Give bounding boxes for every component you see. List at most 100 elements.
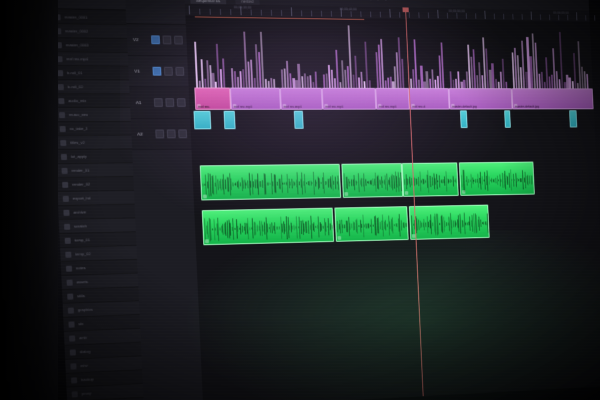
ruler-tick — [290, 7, 293, 16]
clip-thumbnail-column — [314, 71, 318, 88]
playhead-handle[interactable] — [402, 7, 409, 13]
transition-clip[interactable] — [193, 110, 212, 130]
audio-clip[interactable]: audio_06 — [334, 206, 409, 242]
track-header-a2[interactable]: A2 — [130, 118, 192, 151]
project-item-label: assets — [76, 279, 89, 285]
transition-clip[interactable] — [459, 110, 468, 129]
video-clip[interactable]: mxf rec.mp4 — [375, 87, 410, 110]
ruler-tick — [585, 15, 587, 21]
track-header-rows[interactable]: V2 V1 A1 A2 — [126, 24, 192, 151]
ruler-label: 00;05;30;00 — [233, 5, 252, 10]
color-swatch — [71, 390, 78, 398]
sync-icon[interactable] — [175, 66, 185, 76]
video-clip[interactable]: master-default.jpg — [448, 88, 513, 110]
transition-clip[interactable] — [223, 110, 236, 130]
project-item[interactable]: titles_v2 — [55, 135, 133, 151]
audio-clip[interactable]: audio_07 — [408, 204, 490, 240]
color-swatch — [65, 265, 73, 272]
project-item[interactable]: render_01 — [56, 163, 134, 179]
solo-icon[interactable] — [165, 98, 175, 107]
lock-icon[interactable] — [163, 66, 173, 76]
project-item[interactable]: export_hd — [57, 190, 135, 206]
color-swatch — [62, 181, 69, 188]
video-clip[interactable]: mxf rec.mp4 — [321, 87, 377, 110]
clip-label: mxf rec. — [197, 104, 211, 109]
color-swatch — [63, 209, 70, 216]
project-item-label: graphics — [77, 306, 93, 313]
project-item[interactable]: render_02 — [56, 176, 134, 193]
video-clip[interactable]: mxf rec.mp4 — [229, 87, 281, 110]
rec-icon[interactable] — [178, 129, 188, 139]
project-item[interactable]: master_0001 — [49, 10, 127, 26]
project-item[interactable]: b-roll_01 — [51, 66, 129, 81]
ruler-tick — [188, 5, 191, 15]
clip-thumbnail-column — [472, 49, 477, 89]
color-swatch — [63, 223, 71, 230]
ruler-tick — [567, 14, 569, 21]
video-clip[interactable]: mxf rec. — [194, 87, 232, 110]
ruler-tick — [270, 9, 273, 16]
track-name-label: V2 — [132, 37, 139, 43]
transition-clip[interactable] — [293, 110, 304, 129]
project-item[interactable]: mxf rec.mp4 — [51, 52, 129, 67]
ruler-tick — [311, 10, 313, 17]
track-v1[interactable] — [190, 108, 596, 153]
project-item-label: render_01 — [71, 167, 90, 173]
audio-clip[interactable]: audio_04 — [458, 161, 535, 196]
project-item-label: mxf rec.mp4 — [66, 56, 89, 62]
project-item[interactable]: b-roll_02 — [52, 80, 130, 95]
ruler-tick — [199, 8, 201, 15]
track-name-label: A2 — [137, 131, 143, 137]
lock-icon[interactable] — [162, 35, 172, 45]
ruler-tick — [594, 15, 596, 21]
ruler-tick — [512, 13, 514, 20]
timeline-canvas[interactable]: mxf rec. mxf rec.mp4 mxf rec.mp4 mxf rec.mp… — [185, 15, 600, 400]
video-clip[interactable]: mxf rec.d — [408, 88, 450, 110]
rec-icon[interactable] — [176, 98, 186, 107]
track-header-v1[interactable]: V1 — [127, 55, 189, 88]
color-swatch — [57, 83, 64, 90]
clip-label: mxf rec.mp4 — [325, 104, 344, 109]
track-header-a1[interactable]: A1 — [129, 87, 191, 119]
color-swatch — [69, 334, 76, 342]
track-header-v2[interactable]: V2 — [126, 24, 188, 57]
mute-icon[interactable] — [155, 129, 165, 139]
audio-clip[interactable]: audio_02 — [341, 163, 404, 198]
track-a2[interactable]: audio_05audio_06audio_07 — [194, 199, 599, 250]
transition-clip[interactable] — [504, 110, 511, 128]
audio-clip[interactable]: audio_01 — [199, 163, 342, 201]
video-clip[interactable]: mxf rec.mp4 — [279, 87, 323, 110]
mute-icon[interactable] — [153, 98, 163, 107]
ruler-tick — [399, 12, 401, 18]
solo-icon[interactable] — [166, 129, 176, 139]
project-item-label: lut_apply — [70, 153, 87, 159]
clip-thumbnail-column — [420, 65, 424, 89]
project-item[interactable]: music_bed — [53, 108, 131, 123]
project-item[interactable]: lut_apply — [55, 149, 133, 165]
video-editor-window: Project: edit master_0001 master_0002mast… — [48, 0, 600, 400]
sync-icon[interactable] — [173, 35, 183, 45]
project-item[interactable]: audio_mix — [53, 94, 131, 109]
ruler-tick — [219, 9, 222, 15]
project-item[interactable]: master_0002 — [49, 24, 128, 40]
audio-waveform — [460, 168, 534, 193]
project-item-label: temp_02 — [75, 251, 91, 257]
audio-waveform — [343, 170, 403, 195]
project-item-label: amb — [78, 334, 87, 341]
eye-icon[interactable] — [152, 66, 162, 76]
audio-clip[interactable]: audio_05 — [201, 207, 335, 246]
ruler-tick — [330, 10, 333, 17]
project-item[interactable]: proxy — [66, 383, 144, 400]
project-item[interactable]: master_0003 — [50, 38, 128, 53]
project-item-label: sfx — [78, 321, 84, 327]
clip-thumbnail-column — [540, 71, 544, 89]
eye-icon[interactable] — [151, 35, 161, 45]
ruler-tick — [418, 12, 420, 18]
track-v2[interactable]: mxf rec. mxf rec.mp4 mxf rec.mp4 mxf rec.mp… — [185, 15, 594, 110]
audio-clip[interactable]: audio_03 — [401, 162, 459, 197]
transition-clip[interactable] — [569, 110, 578, 128]
color-swatch — [58, 97, 65, 104]
video-clip[interactable]: master-default.jpg — [511, 88, 594, 110]
project-item[interactable]: vo_take_3 — [54, 121, 132, 137]
